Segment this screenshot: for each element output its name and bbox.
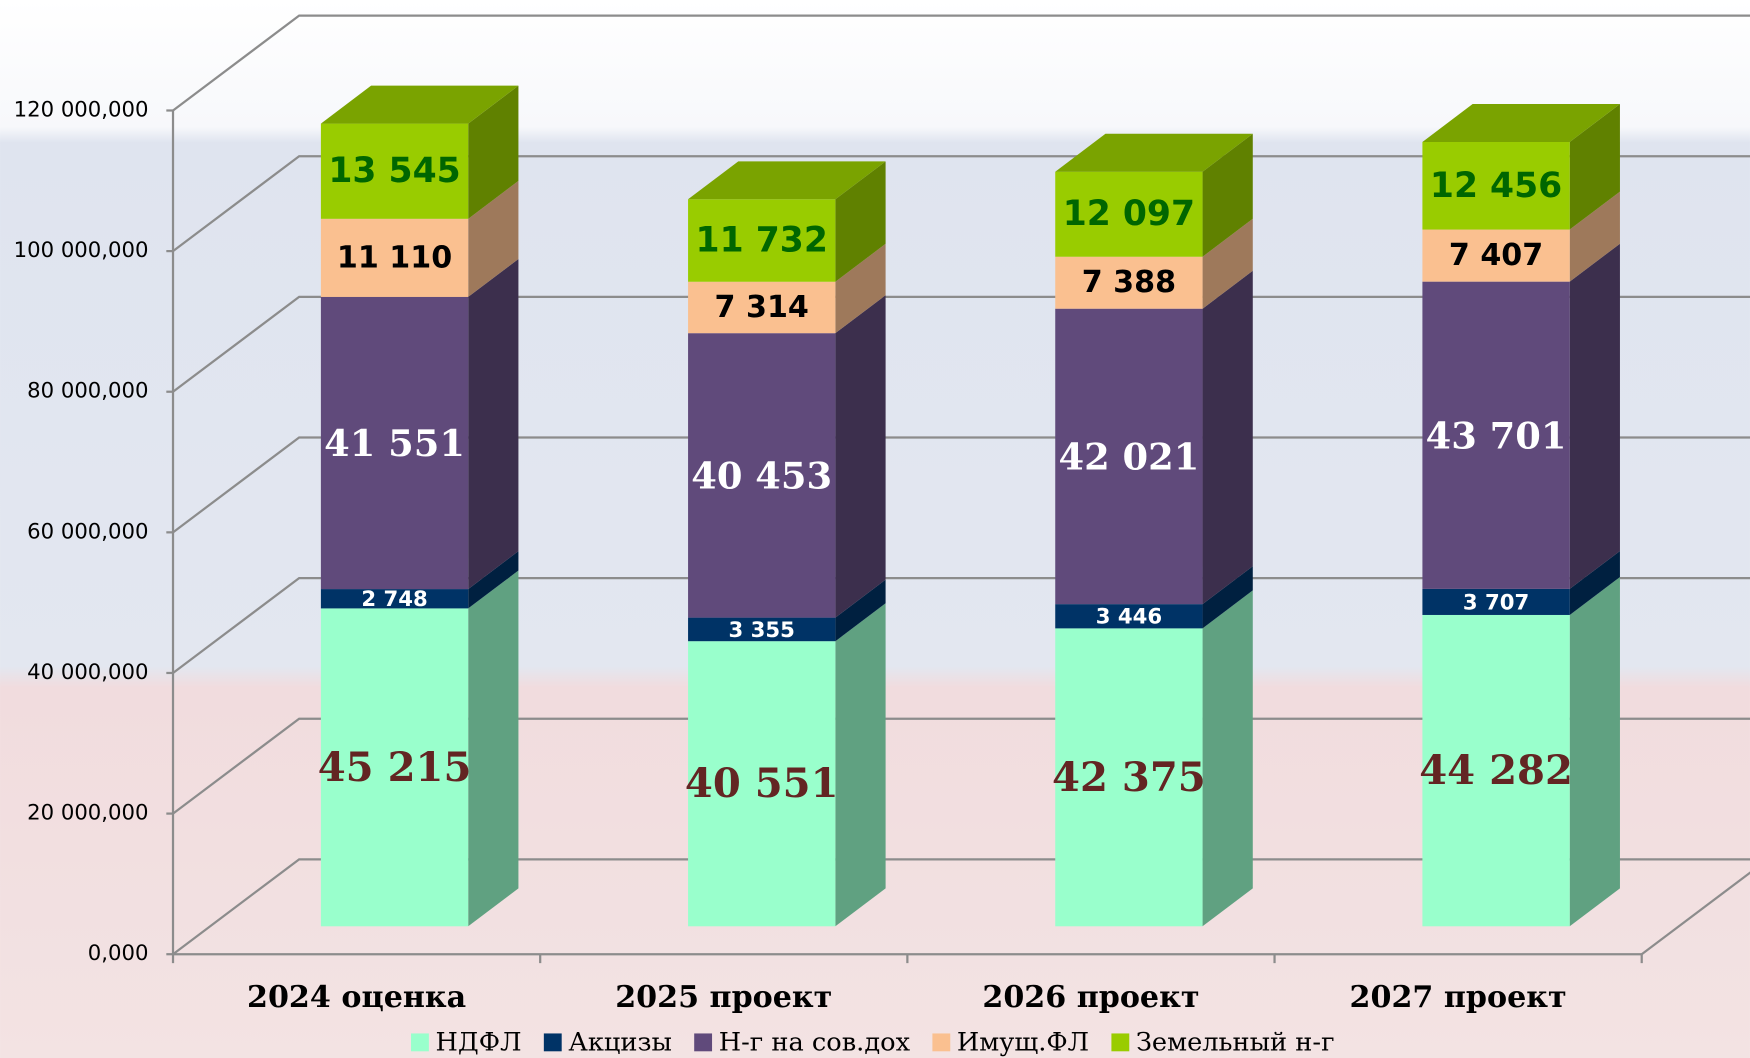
legend-swatch bbox=[544, 1033, 562, 1051]
chart: 0,000 20 000,000 40 000,000 60 000,000 80 00… bbox=[0, 0, 1750, 1058]
bar-side bbox=[1570, 577, 1620, 926]
data-label: 12 097 bbox=[1063, 194, 1195, 234]
legend-swatch bbox=[1111, 1033, 1129, 1051]
data-label: 3 707 bbox=[1463, 589, 1529, 614]
y-tick-label: 80 000,000 bbox=[27, 378, 148, 403]
data-label: 7 314 bbox=[715, 290, 809, 325]
data-label: 11 110 bbox=[337, 240, 452, 275]
y-tick-label: 100 000,000 bbox=[14, 237, 149, 262]
legend-label: Н-г на сов.дох bbox=[719, 1027, 911, 1057]
y-tick-label: 120 000,000 bbox=[14, 96, 149, 121]
y-tick-label: 0,000 bbox=[88, 940, 149, 965]
bar-side bbox=[1570, 244, 1620, 589]
page: Chart {"chart_data": {"type": "bar3d_sta… bbox=[0, 0, 1750, 1058]
y-tick-label: 60 000,000 bbox=[27, 518, 148, 543]
bar-side bbox=[1203, 271, 1253, 604]
data-label: 42 021 bbox=[1058, 434, 1199, 478]
y-tick-label: 40 000,000 bbox=[27, 659, 148, 684]
bar-side bbox=[1203, 590, 1253, 926]
x-tick-label: 2024 оценка bbox=[247, 980, 466, 1015]
x-tick-label: 2025 проект bbox=[615, 980, 832, 1015]
data-label: 44 282 bbox=[1419, 747, 1573, 794]
data-label: 13 545 bbox=[328, 151, 460, 191]
legend-label: Земельный н-г bbox=[1136, 1027, 1335, 1057]
data-label: 40 551 bbox=[685, 760, 839, 807]
bar-side bbox=[835, 295, 885, 617]
data-label: 3 355 bbox=[729, 617, 795, 642]
y-tick-label: 20 000,000 bbox=[27, 800, 148, 825]
legend-swatch bbox=[694, 1033, 712, 1051]
x-tick-label: 2026 проект bbox=[982, 980, 1199, 1015]
legend-label: НДФЛ bbox=[436, 1027, 522, 1057]
legend-swatch bbox=[932, 1033, 950, 1051]
data-label: 42 375 bbox=[1052, 754, 1206, 801]
data-label: 41 551 bbox=[324, 421, 465, 465]
bar-side bbox=[468, 259, 518, 589]
legend-label: Акцизы bbox=[568, 1027, 671, 1057]
x-tick-label: 2027 проект bbox=[1350, 980, 1567, 1015]
legend-swatch bbox=[411, 1033, 429, 1051]
data-label: 2 748 bbox=[361, 586, 427, 611]
data-label: 11 732 bbox=[696, 221, 828, 261]
data-label: 7 407 bbox=[1449, 238, 1543, 273]
data-label: 12 456 bbox=[1430, 166, 1562, 206]
data-label: 43 701 bbox=[1426, 413, 1567, 457]
page-body: 0,000 20 000,000 40 000,000 60 000,000 80 00… bbox=[0, 0, 1750, 1058]
bar-side bbox=[468, 570, 518, 926]
bar-side bbox=[835, 603, 885, 926]
data-label: 3 446 bbox=[1096, 604, 1162, 629]
legend-label: Имущ.ФЛ bbox=[957, 1027, 1089, 1057]
data-label: 7 388 bbox=[1082, 265, 1176, 300]
data-label: 40 453 bbox=[691, 453, 832, 497]
data-label: 45 215 bbox=[318, 744, 472, 791]
